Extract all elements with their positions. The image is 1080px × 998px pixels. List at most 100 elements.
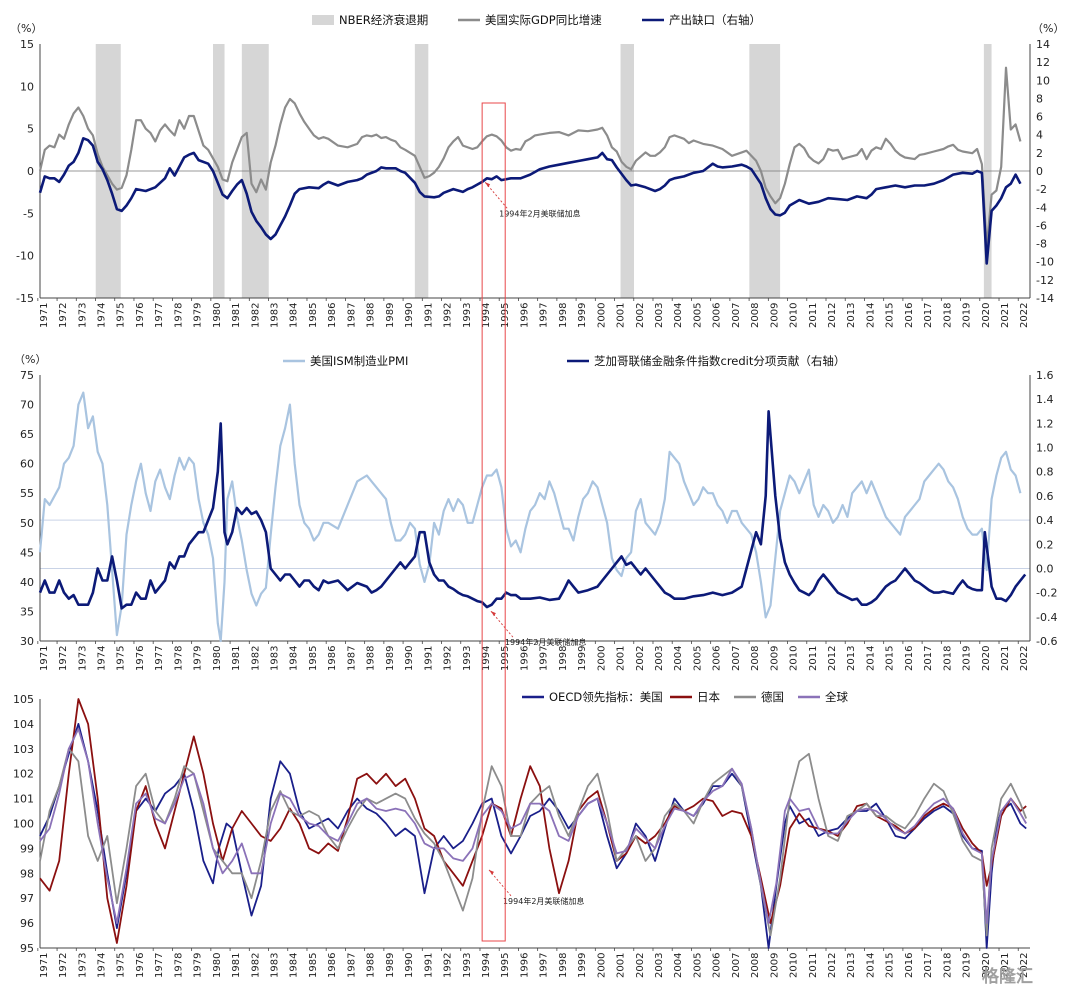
x-tick-label: 2013 [846,646,857,671]
x-tick-label: 1979 [193,953,204,978]
x-tick-label: 1988 [366,646,377,671]
x-tick-label: 2022 [1019,953,1030,978]
x-tick-label: 2020 [981,953,992,978]
x-tick-label: 2007 [731,303,742,328]
y-tick-label: 30 [20,635,34,648]
x-tick-label: 1974 [97,953,108,978]
highlight-box [481,102,506,942]
y-tick-label: 15 [20,38,34,51]
y-tick-label: 75 [20,369,34,382]
x-tick-label: 2005 [692,646,703,671]
x-tick-label: 1992 [443,646,454,671]
x-tick-label: 1991 [423,646,434,671]
y-tick-label: 5 [27,123,34,136]
x-tick-label: 1981 [231,303,242,328]
y-tick-label: 60 [20,458,34,471]
x-tick-label: 1972 [58,303,69,328]
x-tick-label: 1974 [97,303,108,328]
y-unit-label: （%） [10,22,42,35]
x-tick-label: 2000 [596,953,607,978]
legend-label: 全球 [825,690,848,704]
series-line [38,66,1022,249]
x-tick-label: 1976 [135,303,146,328]
x-tick-label: 1997 [539,646,550,671]
y2-tick-label: 6 [1036,111,1043,124]
x-tick-label: 2009 [769,953,780,978]
y-tick-label: 105 [13,693,34,706]
y2-tick-label: 12 [1036,56,1050,69]
y-tick-label: 45 [20,546,34,559]
x-tick-label: 2013 [846,303,857,328]
x-tick-label: 2006 [712,646,723,671]
x-tick-label: 2011 [808,953,819,978]
x-tick-label: 1971 [39,646,50,671]
x-tick-label: 2002 [635,646,646,671]
x-tick-label: 1985 [308,953,319,978]
y2-tick-label: 0.2 [1036,538,1054,551]
x-tick-label: 2010 [789,303,800,328]
y2-tick-label: -12 [1036,274,1054,287]
x-tick-label: 1993 [462,646,473,671]
x-tick-label: 1978 [173,646,184,671]
x-tick-label: 2008 [750,646,761,671]
legend-swatch [312,15,334,25]
x-tick-label: 1980 [212,646,223,671]
x-tick-label: 1973 [77,303,88,328]
x-tick-label: 1997 [539,953,550,978]
x-tick-label: 1989 [385,953,396,978]
x-tick-label: 1984 [289,953,300,978]
x-tick-label: 1989 [385,303,396,328]
y-tick-label: 100 [13,818,34,831]
x-tick-label: 1981 [231,953,242,978]
x-tick-label: 1999 [577,303,588,328]
y-tick-label: 101 [13,793,34,806]
x-tick-label: 1993 [462,303,473,328]
x-tick-label: 2000 [596,646,607,671]
x-tick-label: 2003 [654,646,665,671]
x-tick-label: 1978 [173,953,184,978]
watermark: 格隆汇 [982,967,1033,987]
x-tick-label: 1991 [423,303,434,328]
x-tick-label: 2011 [808,303,819,328]
x-tick-label: 2021 [1000,953,1011,978]
y-tick-label: 50 [20,517,34,530]
x-tick-label: 2014 [865,646,876,671]
x-tick-label: 2004 [673,953,684,978]
x-tick-label: 2004 [673,303,684,328]
y2-unit-label: （%） [1032,22,1064,35]
x-tick-label: 1972 [58,953,69,978]
y2-tick-label: 1.4 [1036,393,1054,406]
x-tick-label: 2016 [904,646,915,671]
y-tick-label: 40 [20,576,34,589]
annotation-arrowhead [485,182,491,188]
x-tick-label: 1982 [250,303,261,328]
x-tick-label: 2017 [923,953,934,978]
x-tick-label: 2021 [1000,646,1011,671]
x-tick-label: 2008 [750,303,761,328]
x-tick-label: 2000 [596,303,607,328]
x-tick-label: 1983 [270,646,281,671]
x-tick-label: 1991 [423,953,434,978]
x-tick-label: 1977 [154,953,165,978]
x-tick-label: 1975 [116,303,127,328]
x-tick-label: 2018 [942,646,953,671]
x-tick-label: 1987 [346,303,357,328]
series-line [38,137,1022,265]
x-tick-label: 1994 [481,953,492,978]
x-tick-label: 2011 [808,646,819,671]
x-tick-label: 1996 [519,646,530,671]
x-tick-label: 2003 [654,953,665,978]
x-tick-label: 1987 [346,953,357,978]
y2-tick-label: -4 [1036,201,1047,214]
y-tick-label: 97 [20,892,34,905]
y-unit-label: （%） [14,353,46,366]
x-tick-label: 2018 [942,303,953,328]
x-tick-label: 2012 [827,953,838,978]
annotation-text: 1994年2月美联储加息 [503,896,584,906]
x-tick-label: 1984 [289,303,300,328]
x-tick-label: 2013 [846,953,857,978]
panel-3: 105 104 103 102 101 100 99 98 97 96 95 1971 1972 1973… [13,690,1030,978]
x-tick-label: 2001 [616,953,627,978]
x-tick-label: 1976 [135,646,146,671]
x-tick-label: 1984 [289,646,300,671]
